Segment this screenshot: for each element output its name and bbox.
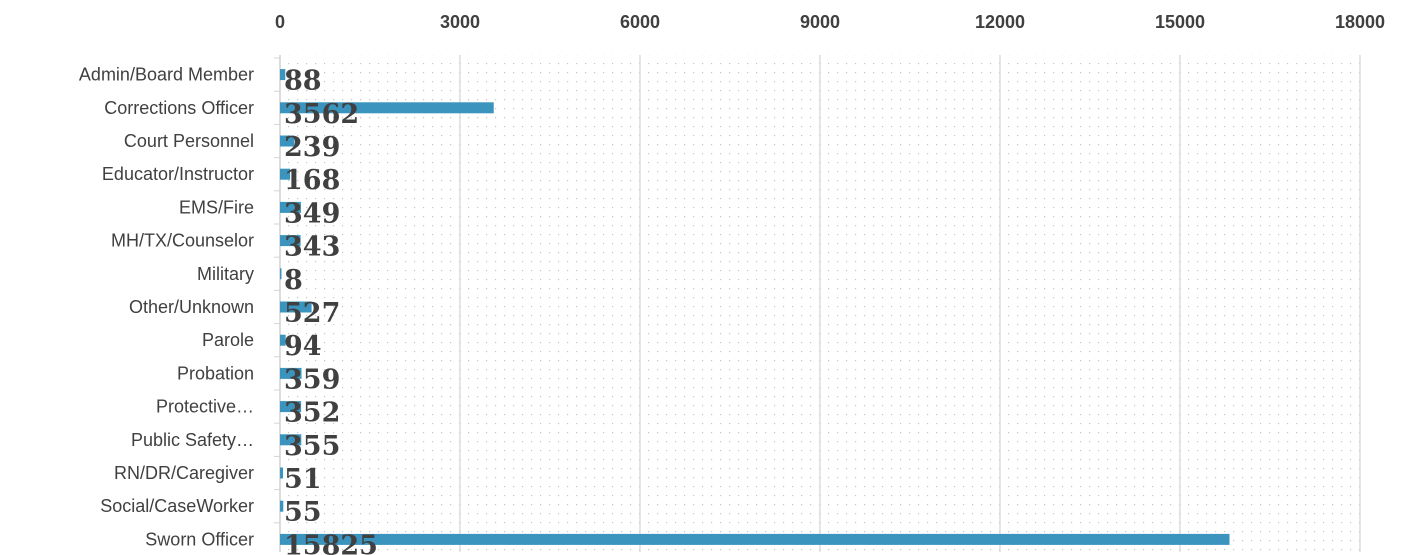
bar [280,235,301,247]
category-label: Corrections Officer [104,98,254,118]
data-label: 343 [284,232,340,263]
category-label: Social/CaseWorker [100,496,254,516]
bar [280,135,295,147]
data-label: 55 [284,497,322,528]
bar [280,168,291,180]
category-label: Admin/Board Member [79,65,254,85]
data-label: 51 [284,464,322,495]
bar [280,268,282,280]
bar [280,69,286,81]
bar [280,201,301,213]
bar [280,401,302,413]
x-tick-label: 9000 [800,12,840,32]
data-label: 355 [284,431,340,462]
x-tick-label: 0 [275,12,285,32]
x-tick-label: 18000 [1335,12,1385,32]
category-label: Military [197,264,254,284]
data-label: 359 [284,364,340,395]
bar [280,434,302,446]
data-label: 94 [284,331,322,362]
bar [280,533,1230,545]
category-label: Public Safety… [131,430,254,450]
data-label: 8 [284,265,303,296]
data-label: 168 [284,165,340,196]
data-label: 239 [284,132,340,163]
data-label: 352 [284,398,340,429]
category-label: Probation [177,363,254,383]
category-label: MH/TX/Counselor [111,231,254,251]
x-tick-label: 6000 [620,12,660,32]
category-label: EMS/Fire [179,197,254,217]
category-label: Court Personnel [124,131,254,151]
category-label: Protective… [156,397,254,417]
bar [280,102,494,114]
bar [280,500,284,512]
data-label: 88 [284,66,322,97]
bar [280,301,312,313]
category-label: RN/DR/Caregiver [114,463,254,483]
bar [280,367,302,379]
bar [280,467,284,479]
category-label: Parole [202,330,254,350]
x-tick-label: 15000 [1155,12,1205,32]
x-tick-label: 3000 [440,12,480,32]
x-tick-label: 12000 [975,12,1025,32]
data-label: 349 [284,198,340,229]
bar [280,334,286,346]
category-label: Sworn Officer [145,529,254,549]
data-label: 527 [284,298,340,329]
data-label: 3562 [284,99,359,130]
category-label: Educator/Instructor [102,164,254,184]
category-label: Other/Unknown [129,297,254,317]
data-label: 15825 [284,530,378,555]
